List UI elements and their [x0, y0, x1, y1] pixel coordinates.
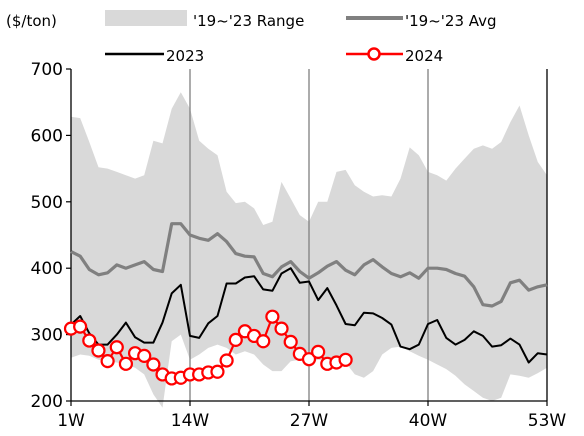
point-2024-w25 — [283, 334, 298, 350]
y-tick-label-400: 400 — [31, 259, 63, 279]
point-2024-w17 — [210, 364, 225, 379]
point-2024-w27 — [301, 352, 317, 367]
point-2024-w23 — [265, 309, 280, 324]
x-tick-label-40: 40W — [409, 411, 448, 431]
point-2024-w22 — [256, 334, 271, 349]
series-line-avg — [70, 222, 548, 308]
plot-area: 200 300 400 500 600 700 1W 14W 27W 40W 53W — [31, 60, 567, 431]
unit-label: ($/ton) — [6, 12, 57, 30]
x-tick-label-14: 14W — [171, 411, 210, 431]
legend-2024-marker — [367, 47, 381, 61]
point-2024-w6 — [109, 340, 124, 355]
point-2024-w24 — [274, 321, 289, 336]
x-tick-label-27: 27W — [290, 411, 329, 431]
point-2024-w7 — [118, 356, 134, 371]
x-tick-label-53: 53W — [528, 411, 567, 431]
legend-avg-label: '19~'23 Avg — [405, 12, 497, 30]
y-tick-label-600: 600 — [31, 126, 63, 146]
legend: ($/ton) '19~'23 Range '19~'23 Avg 2023 2… — [6, 10, 497, 65]
x-tick-label-1: 1W — [57, 411, 85, 431]
y-tick-label-700: 700 — [31, 60, 63, 80]
point-2024-w3 — [82, 333, 97, 348]
point-2024-w19 — [228, 332, 243, 348]
y-tick-label-500: 500 — [31, 193, 63, 213]
y-tick-label-200: 200 — [31, 392, 63, 412]
point-2024-w10 — [146, 357, 161, 372]
y-tick-label-300: 300 — [31, 326, 63, 346]
point-2024-w28 — [311, 344, 326, 359]
legend-2024-label: 2024 — [405, 47, 443, 65]
point-2024-w9 — [137, 348, 152, 363]
legend-range-label: '19~'23 Range — [193, 12, 304, 30]
legend-range-swatch — [105, 10, 187, 26]
point-2024-w2 — [73, 319, 88, 334]
legend-2023-label: 2023 — [166, 47, 204, 65]
series-line-2023 — [70, 267, 548, 364]
point-2024-w31 — [338, 352, 353, 367]
point-2024-w18 — [219, 353, 234, 368]
point-2024-w4 — [91, 343, 106, 358]
point-2024-w5 — [100, 354, 115, 369]
